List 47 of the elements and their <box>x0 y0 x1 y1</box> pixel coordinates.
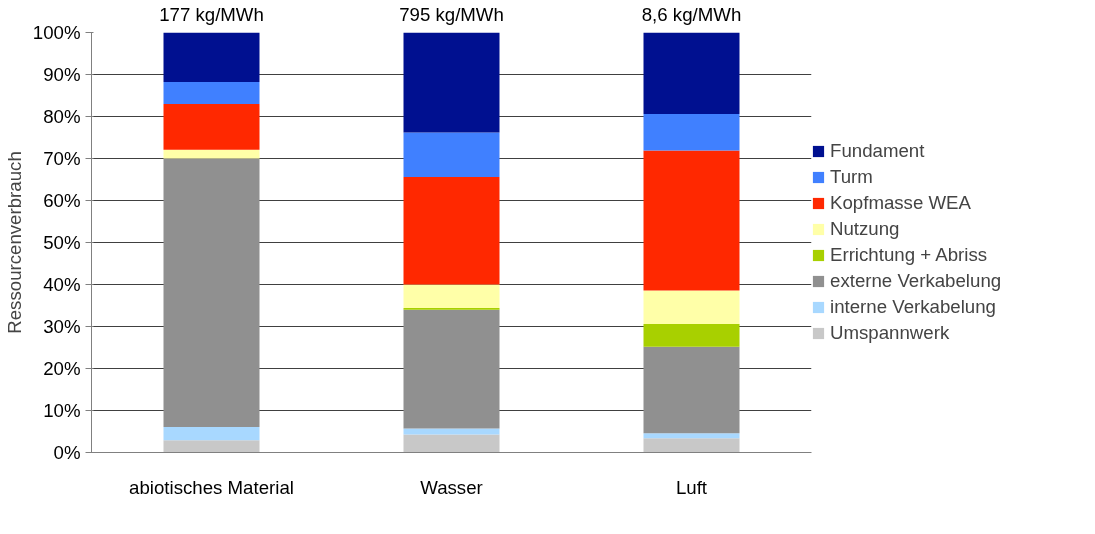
y-tick-label: 30% <box>43 316 81 337</box>
y-tick-label: 0% <box>53 442 81 463</box>
bar <box>403 176 500 285</box>
y-tick-label: 20% <box>43 358 81 379</box>
x-tick-label: Luft <box>675 476 708 498</box>
bar <box>163 149 260 159</box>
legend-label: Nutzung <box>830 218 900 240</box>
bar <box>163 440 260 453</box>
legend-label: Fundament <box>830 140 925 162</box>
bar <box>643 32 740 114</box>
annotation: 8,6 kg/MWh <box>641 3 742 25</box>
legend-label: Errichtung + Abriss <box>830 244 988 266</box>
y-tick-label: 80% <box>43 106 81 127</box>
x-tick-label: Wasser <box>420 476 483 498</box>
y-axis-title: Ressourcenverbrauch <box>3 151 25 334</box>
bar <box>403 284 500 309</box>
annotation: 795 kg/MWh <box>399 3 504 25</box>
bar <box>643 323 740 347</box>
bar <box>163 158 260 427</box>
bar <box>643 150 740 291</box>
bar <box>163 32 260 83</box>
bar <box>643 113 740 151</box>
bar <box>163 426 260 441</box>
legend-label: Umspannwerk <box>830 322 950 344</box>
y-tick-label: 40% <box>43 274 81 295</box>
annotation: 177 kg/MWh <box>159 3 264 25</box>
bar <box>163 82 260 104</box>
legend-label: interne Verkabelung <box>830 296 996 318</box>
bar <box>403 434 500 453</box>
bar <box>643 433 740 439</box>
y-tick-label: 60% <box>43 190 81 211</box>
y-tick-label: 100% <box>32 22 81 43</box>
y-tick-label: 50% <box>43 232 81 253</box>
legend-label: externe Verkabelung <box>830 270 1002 292</box>
bar <box>403 32 500 133</box>
bar <box>643 290 740 324</box>
legend-label: Kopfmasse WEA <box>830 192 972 214</box>
bar <box>163 103 260 150</box>
y-tick-label: 70% <box>43 148 81 169</box>
y-tick-label: 10% <box>43 400 81 421</box>
bar <box>403 132 500 177</box>
y-tick-label: 90% <box>43 64 81 85</box>
bar <box>643 346 740 434</box>
bar <box>643 438 740 453</box>
legend-label: Turm <box>830 166 873 188</box>
x-tick-label: abiotisches Material <box>129 476 294 498</box>
bar <box>403 309 500 429</box>
